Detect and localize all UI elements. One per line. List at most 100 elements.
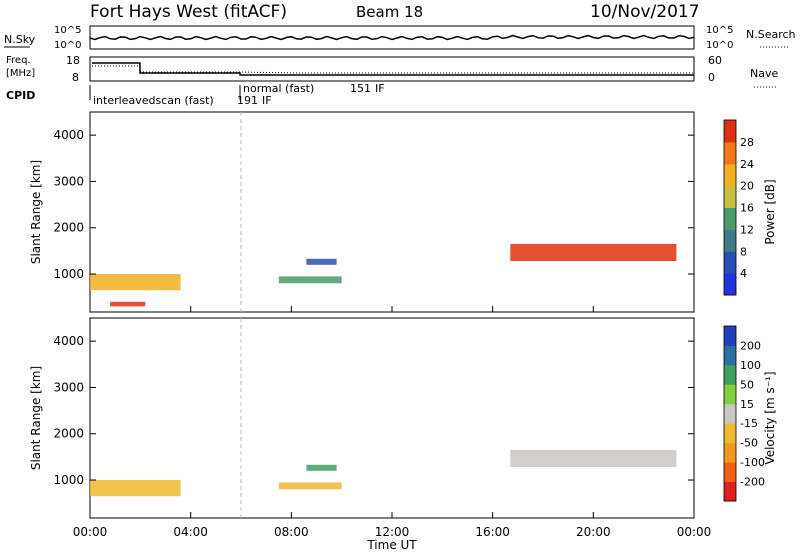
- x-tick-label: 08:00: [274, 525, 309, 539]
- power-axes: 1000 2000 3000 4000: [53, 128, 695, 312]
- colorbar-swatch: [724, 345, 736, 366]
- velocity-colorbar: -200 -100 -50 -15 15 50 100 200: [723, 325, 765, 502]
- power-echo-region: [278, 276, 342, 284]
- colorbar-tick-label: 12: [740, 223, 754, 236]
- colorbar-tick-label: 15: [740, 398, 754, 411]
- cpid-mode-1-id: 191: [237, 94, 258, 107]
- y-tick-label: 2000: [53, 427, 84, 441]
- colorbar-swatch: [724, 273, 736, 296]
- colorbar-swatch: [724, 462, 736, 482]
- colorbar-tick-label: 28: [740, 136, 754, 149]
- colorbar-tick-label: 8: [740, 245, 747, 258]
- freq-panel: Freq. [MHz] 18 8 60 0 Nave CPID interlea…: [6, 54, 778, 107]
- noise-right-tick-top: 10^5: [706, 25, 733, 36]
- colorbar-tick-label: 24: [740, 158, 754, 171]
- freq-tick-bottom: 8: [72, 71, 79, 84]
- freq-trace: [92, 62, 694, 76]
- colorbar-swatch: [724, 384, 736, 405]
- colorbar-swatch: [724, 326, 736, 346]
- colorbar-swatch: [724, 185, 736, 208]
- plot-title: Fort Hays West (fitACF): [90, 2, 287, 22]
- freq-tick-top: 18: [66, 54, 80, 67]
- time-axis-label: Time UT: [366, 538, 417, 552]
- colorbar-swatch: [724, 229, 736, 252]
- noise-sky-line: [89, 34, 695, 41]
- noise-right-tick-bottom: 10^0: [706, 40, 733, 51]
- freq-label-line2: [MHz]: [6, 68, 35, 79]
- power-colorbar: 4 8 12 16 20 24 28: [723, 119, 754, 296]
- velocity-echo-region: [90, 480, 181, 497]
- noise-search-label: N.Search: [746, 28, 796, 41]
- velocity-data: [90, 318, 677, 518]
- power-colorbar-label: Power [dB]: [763, 179, 777, 244]
- velocity-colorbar-label: Velocity [m s⁻¹]: [763, 371, 777, 464]
- velocity-panel: 1000 2000 3000 4000 Slant Range [km] -200 -1…: [29, 317, 777, 519]
- cpid-mode-2-if: IF: [375, 82, 385, 95]
- y-tick-label: 3000: [53, 174, 84, 188]
- colorbar-swatch: [724, 364, 736, 385]
- colorbar-swatch: [724, 403, 736, 424]
- velocity-axes: 1000 2000 3000 4000: [53, 334, 695, 518]
- x-tick-label: 00:00: [677, 525, 712, 539]
- y-tick-label: 1000: [53, 267, 84, 281]
- cpid-mode-1-if: IF: [262, 94, 272, 107]
- power-data: [90, 112, 677, 312]
- y-tick-label: 4000: [53, 334, 84, 348]
- colorbar-tick-label: 20: [740, 180, 754, 193]
- velocity-echo-region: [510, 449, 677, 467]
- colorbar-swatch: [724, 442, 736, 463]
- power-echo-region: [510, 243, 677, 261]
- y-tick-label: 2000: [53, 221, 84, 235]
- colorbar-swatch: [724, 141, 736, 165]
- y-tick-label: 3000: [53, 380, 84, 394]
- beam-label: Beam 18: [356, 3, 423, 21]
- power-echo-region: [90, 274, 181, 291]
- cpid-mode-2-id: 151: [350, 82, 371, 95]
- power-panel: 1000 2000 3000 4000 Slant Range [km] 4 8 12 16…: [29, 111, 777, 313]
- freq-label-line1: Freq.: [6, 55, 31, 66]
- colorbar-tick-label: -200: [740, 476, 765, 489]
- x-tick-label: 16:00: [475, 525, 510, 539]
- colorbar-swatch: [724, 423, 736, 444]
- colorbar-swatch: [724, 120, 736, 143]
- velocity-echo-region: [306, 464, 337, 471]
- colorbar-tick-label: 50: [740, 378, 754, 391]
- noise-left-tick-bottom: 10^0: [54, 40, 81, 51]
- cpid-mode-2-name: normal (fast): [243, 82, 314, 95]
- y-tick-label: 1000: [53, 473, 84, 487]
- power-echo-region: [110, 301, 146, 307]
- colorbar-tick-label: 200: [740, 339, 761, 352]
- colorbar-swatch: [724, 481, 736, 502]
- colorbar-tick-label: 4: [740, 267, 747, 280]
- date-label: 10/Nov/2017: [590, 2, 700, 22]
- colorbar-swatch: [724, 163, 736, 187]
- noise-sky-label: N.Sky: [4, 33, 36, 46]
- colorbar-swatch: [724, 251, 736, 274]
- x-tick-label: 00:00: [73, 525, 108, 539]
- colorbar-swatch: [724, 207, 736, 230]
- colorbar-frame: [723, 325, 737, 502]
- colorbar-frame: [723, 119, 737, 296]
- nave-label: Nave: [750, 67, 778, 80]
- nave-trace: [92, 65, 694, 74]
- time-axis: 00:00 04:00 08:00 12:00 16:00 20:00 00:00: [73, 525, 712, 539]
- power-ylabel: Slant Range [km]: [29, 160, 43, 264]
- colorbar-tick-label: -15: [740, 417, 758, 430]
- x-tick-label: 20:00: [576, 525, 611, 539]
- cpid-mode-1-name: interleavedscan (fast): [93, 94, 214, 107]
- colorbar-tick-label: -50: [740, 437, 758, 450]
- colorbar-tick-label: 100: [740, 359, 761, 372]
- cpid-label: CPID: [6, 89, 35, 102]
- x-tick-label: 04:00: [173, 525, 208, 539]
- nave-tick-top: 60: [708, 54, 722, 67]
- noise-panel: N.Sky 10^5 10^0 10^5 10^0 N.Search: [4, 25, 796, 51]
- colorbar-tick-label: 16: [740, 202, 754, 215]
- x-tick-label: 12:00: [375, 525, 410, 539]
- nave-tick-bottom: 0: [708, 71, 715, 84]
- velocity-ylabel: Slant Range [km]: [29, 366, 43, 470]
- noise-trace: [89, 34, 695, 41]
- colorbar-tick-label: -100: [740, 456, 765, 469]
- noise-left-tick-top: 10^5: [54, 25, 81, 36]
